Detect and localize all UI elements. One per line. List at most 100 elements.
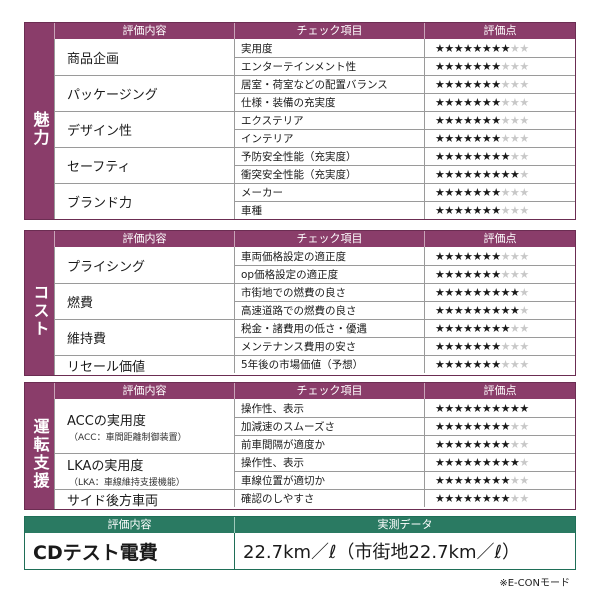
star-filled-icon: ★ [491,114,501,127]
star-filled-icon: ★ [481,322,492,335]
header-score: 評価点 [424,231,575,247]
star-rating: ★ ★ ★ ★ ★ ★ ★ ★ ★ ★ [424,471,575,489]
star-filled-icon: ★ [444,268,454,281]
star-empty-icon: ★ [519,204,529,217]
star-filled-icon: ★ [472,150,483,163]
star-rating: ★ ★ ★ ★ ★ ★ ★ ★ ★ ★ [424,129,575,147]
cd-test-label: CDテスト電費 [33,541,158,564]
star-filled-icon: ★ [491,340,501,353]
star-empty-icon: ★ [500,204,511,217]
cd-test-header-value: 実測データ [234,517,575,533]
header-category: 評価内容 [54,383,234,399]
cd-test-value: 22.7km／ℓ（市街地22.7km／ℓ） [234,533,575,569]
star-empty-icon: ★ [510,41,520,55]
star-filled-icon: ★ [463,492,473,505]
star-empty-icon: ★ [510,340,520,353]
star-empty-icon: ★ [519,41,529,55]
star-empty-icon: ★ [519,96,529,109]
footnote: ※E-CONモード [499,578,570,589]
star-filled-icon: ★ [444,41,454,55]
star-filled-icon: ★ [435,286,445,299]
star-filled-icon: ★ [453,268,464,281]
star-empty-icon: ★ [510,78,520,91]
star-filled-icon: ★ [453,474,464,487]
star-filled-icon: ★ [481,358,492,371]
star-filled-icon: ★ [453,204,464,217]
category-name: ブランド力 [67,196,133,211]
star-empty-icon: ★ [510,60,520,73]
star-filled-icon: ★ [444,401,454,415]
star-empty-icon: ★ [519,286,529,299]
section-header: 評価内容 チェック項目 評価点 [25,383,575,399]
star-filled-icon: ★ [500,420,511,433]
check-item: メーカー [234,183,424,201]
cd-test-row: CDテスト電費 22.7km／ℓ（市街地22.7km／ℓ） [25,533,575,569]
check-item: 居室・荷室などの配置バランス [234,75,424,93]
category-subnote: （LKA：車線維持支援機能） [69,478,185,488]
star-filled-icon: ★ [491,322,501,335]
star-filled-icon: ★ [444,286,454,299]
star-filled-icon: ★ [472,268,483,281]
star-filled-icon: ★ [453,114,464,127]
star-empty-icon: ★ [500,114,511,127]
star-filled-icon: ★ [481,249,492,263]
star-filled-icon: ★ [444,132,454,145]
star-rating: ★ ★ ★ ★ ★ ★ ★ ★ ★ ★ [424,489,575,507]
star-filled-icon: ★ [500,401,511,415]
star-filled-icon: ★ [481,60,492,73]
category-subnote: （ACC：車間距離制御装置） [69,432,187,443]
check-item: 車種 [234,201,424,219]
star-filled-icon: ★ [481,268,492,281]
star-filled-icon: ★ [463,186,473,199]
category-name: サイド後方車両 [67,494,159,509]
star-filled-icon: ★ [472,186,483,199]
star-filled-icon: ★ [472,96,483,109]
category-cell: サイド後方車両 [54,489,234,509]
category-cell: 燃費 [54,283,234,319]
star-rating: ★ ★ ★ ★ ★ ★ ★ ★ ★ ★ [424,183,575,201]
star-empty-icon: ★ [519,132,529,145]
star-empty-icon: ★ [519,268,529,281]
star-empty-icon: ★ [519,438,529,451]
section-side-label: 運転支援 [25,399,54,509]
star-empty-icon: ★ [510,186,520,199]
category-cell: 商品企画 [54,39,234,75]
star-filled-icon: ★ [463,132,473,145]
check-item: エンターテインメント性 [234,57,424,75]
star-filled-icon: ★ [472,322,483,335]
star-filled-icon: ★ [481,420,492,433]
star-filled-icon: ★ [472,249,483,263]
star-rating: ★ ★ ★ ★ ★ ★ ★ ★ ★ ★ [424,435,575,453]
section-header: 評価内容 チェック項目 評価点 [25,23,575,39]
star-filled-icon: ★ [481,96,492,109]
category-name: 商品企画 [67,51,120,67]
star-empty-icon: ★ [510,268,520,281]
category-cell: LKAの実用度 （LKA：車線維持支援機能） [54,453,234,489]
star-filled-icon: ★ [491,286,501,299]
star-filled-icon: ★ [491,132,501,145]
header-score: 評価点 [424,23,575,39]
star-filled-icon: ★ [453,322,464,335]
star-empty-icon: ★ [500,186,511,199]
star-filled-icon: ★ [481,132,492,145]
star-filled-icon: ★ [472,286,483,299]
star-filled-icon: ★ [510,456,520,469]
category-name: 維持費 [67,332,107,347]
star-filled-icon: ★ [453,96,464,109]
star-filled-icon: ★ [453,492,464,505]
star-filled-icon: ★ [481,168,492,181]
star-filled-icon: ★ [500,286,511,299]
star-filled-icon: ★ [510,286,520,299]
star-filled-icon: ★ [472,401,483,415]
star-empty-icon: ★ [519,249,529,263]
star-filled-icon: ★ [444,492,454,505]
star-filled-icon: ★ [491,492,501,505]
section-grid: ACCの実用度 （ACC：車間距離制御装置） 操作性、表示 ★ ★ ★ ★ ★ ★ ★ ★ ★ ★ 加減速… [54,399,575,509]
star-rating: ★ ★ ★ ★ ★ ★ ★ ★ ★ ★ [424,453,575,471]
star-filled-icon: ★ [481,401,492,415]
star-empty-icon: ★ [519,60,529,73]
star-filled-icon: ★ [453,168,464,181]
star-filled-icon: ★ [510,304,520,317]
category-name: リセール価値 [67,360,146,375]
star-rating: ★ ★ ★ ★ ★ ★ ★ ★ ★ ★ [424,75,575,93]
